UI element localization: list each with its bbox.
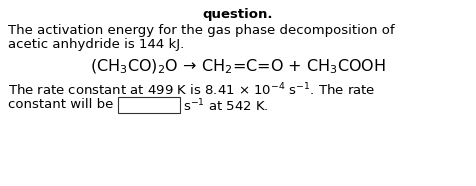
- Text: question.: question.: [203, 8, 273, 21]
- Text: acetic anhydride is 144 kJ.: acetic anhydride is 144 kJ.: [8, 38, 184, 51]
- Text: The rate constant at 499 K is 8.41 $\times$ 10$^{-4}$ s$^{-1}$. The rate: The rate constant at 499 K is 8.41 $\tim…: [8, 82, 376, 99]
- Text: (CH$_3$CO)$_2$O → CH$_2$=C=O + CH$_3$COOH: (CH$_3$CO)$_2$O → CH$_2$=C=O + CH$_3$COO…: [90, 58, 386, 76]
- Text: The activation energy for the gas phase decomposition of: The activation energy for the gas phase …: [8, 24, 395, 37]
- Text: s$^{-1}$ at 542 K.: s$^{-1}$ at 542 K.: [183, 98, 269, 115]
- FancyBboxPatch shape: [118, 97, 180, 113]
- Text: constant will be: constant will be: [8, 98, 113, 111]
